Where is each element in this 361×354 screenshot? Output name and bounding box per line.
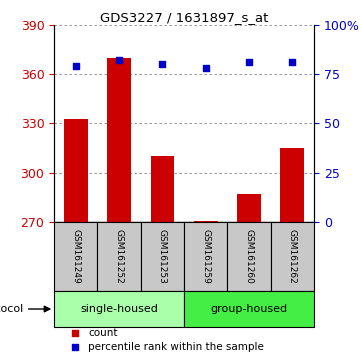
- Bar: [64, 119, 88, 222]
- Bar: [280, 148, 304, 222]
- Bar: [141, 222, 184, 291]
- Point: [73, 63, 79, 69]
- Bar: [97, 222, 141, 291]
- Point: [116, 57, 122, 63]
- Bar: [54, 222, 97, 291]
- Point: [246, 59, 252, 65]
- Title: GDS3227 / 1631897_s_at: GDS3227 / 1631897_s_at: [100, 11, 268, 24]
- Text: GSM161249: GSM161249: [71, 229, 80, 284]
- Bar: [237, 194, 261, 222]
- Point: [203, 65, 209, 71]
- Bar: [271, 222, 314, 291]
- Text: GSM161253: GSM161253: [158, 229, 167, 284]
- Bar: [194, 221, 218, 222]
- Text: percentile rank within the sample: percentile rank within the sample: [88, 342, 264, 352]
- Bar: [151, 156, 174, 222]
- Bar: [184, 222, 227, 291]
- Bar: [184, 291, 314, 327]
- Text: GSM161262: GSM161262: [288, 229, 297, 284]
- Point: [160, 62, 165, 67]
- Bar: [107, 58, 131, 222]
- Text: group-housed: group-housed: [210, 304, 288, 314]
- Bar: [54, 291, 184, 327]
- Text: GSM161259: GSM161259: [201, 229, 210, 284]
- Text: single-housed: single-housed: [80, 304, 158, 314]
- Text: GSM161260: GSM161260: [245, 229, 253, 284]
- Bar: [227, 222, 271, 291]
- Text: count: count: [88, 328, 117, 338]
- Text: GSM161252: GSM161252: [115, 229, 123, 284]
- Text: protocol: protocol: [0, 304, 50, 314]
- Point: [290, 59, 295, 65]
